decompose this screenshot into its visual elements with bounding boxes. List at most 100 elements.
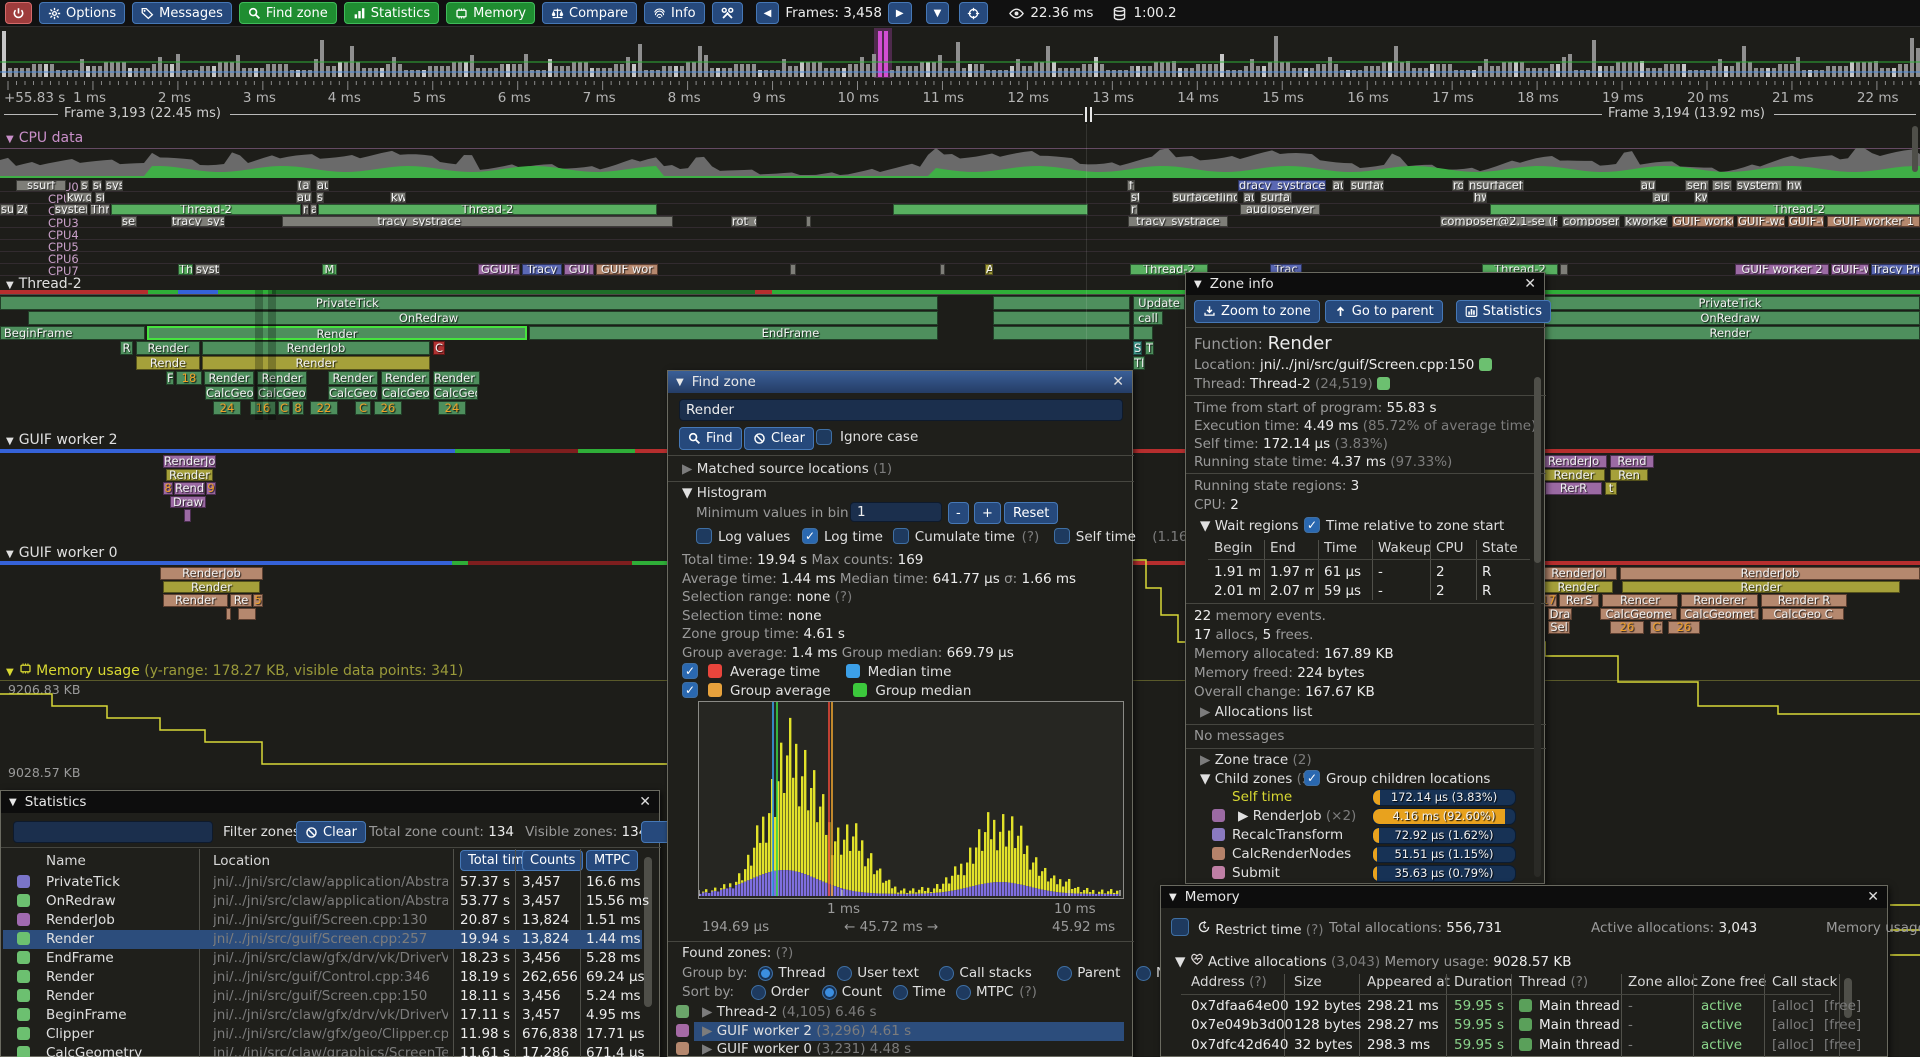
free-callstack-link[interactable]: [free] [1824, 998, 1862, 1014]
cpu-zone[interactable]: kw.gm [66, 192, 92, 203]
cpu-zone[interactable] [790, 264, 796, 275]
thread-zone[interactable]: 8 [292, 401, 304, 415]
thread-zone[interactable]: Render [257, 371, 307, 385]
mem-col-duration[interactable]: Duration [1454, 974, 1513, 990]
thread-zone[interactable]: Rend [1610, 455, 1654, 468]
cpu-zone[interactable]: syst [105, 180, 123, 191]
cpu-zone[interactable]: m [302, 204, 309, 215]
cpu-zone[interactable]: au [1652, 192, 1670, 203]
thread-zone[interactable]: 8 [163, 482, 173, 495]
cpu-zone[interactable]: au [1640, 180, 1656, 191]
cpu-zone[interactable] [940, 264, 945, 275]
mem-col-address[interactable]: Address (?) [1191, 974, 1267, 990]
cpu-zone[interactable]: A [985, 264, 993, 275]
cpu-zone[interactable]: GGUIF [478, 264, 520, 275]
thread-zone[interactable]: Rencer [1602, 594, 1678, 607]
col-total-time-sort-button[interactable]: Total tim [460, 850, 532, 871]
active-allocations-header[interactable]: ▼ Active allocations (3,043) Memory usag… [1175, 952, 1571, 970]
messages-button[interactable]: Messages [132, 2, 232, 24]
free-callstack-link[interactable]: [free] [1824, 1036, 1862, 1053]
cpu-zone[interactable]: au [316, 180, 329, 191]
stat-zone-name[interactable]: Render [46, 988, 95, 1004]
thread-zone[interactable]: CalcGeome [257, 386, 307, 400]
zone-info-scrollbar[interactable] [1534, 377, 1541, 563]
thread-zone[interactable]: TI [1133, 356, 1145, 370]
thread-zone[interactable] [226, 607, 231, 620]
cpu-zone[interactable]: ssurf [16, 180, 66, 191]
free-callstack-link[interactable]: [free] [1824, 1056, 1861, 1057]
stat-zone-name[interactable]: CalcGeometry [46, 1045, 143, 1057]
thread-zone[interactable]: RenderJob [202, 341, 430, 355]
thread-zone[interactable]: EndFrame [529, 326, 938, 340]
zone-trace[interactable]: ▶ Zone trace (2) [1200, 752, 1312, 768]
cpu-zone[interactable]: Thre [90, 204, 110, 215]
thread-zone[interactable]: 22 [310, 401, 338, 415]
cpu-zone[interactable]: Thread-2 [1130, 264, 1208, 275]
zone-info-titlebar[interactable]: ▼ Zone info ✕ [1186, 273, 1544, 295]
alloc-callstack-link[interactable]: [alloc] [1772, 1056, 1814, 1057]
timeline-scrollbar[interactable] [1912, 126, 1918, 172]
thread-zone[interactable]: Render [328, 371, 378, 385]
thread-zone[interactable]: CalcGeor [328, 386, 378, 400]
cpu-zone[interactable] [893, 204, 1088, 215]
thread-zone[interactable]: T [1145, 341, 1154, 355]
thread-zone[interactable]: Update [1133, 296, 1185, 310]
thread-zone[interactable]: C [278, 401, 290, 415]
cpu-zone[interactable] [1560, 264, 1568, 275]
stat-zone-name[interactable]: Render [46, 969, 95, 985]
thread-zone[interactable]: 26 [374, 401, 402, 415]
cpu-zone[interactable]: surfac [1260, 192, 1292, 203]
thread-zone[interactable]: 24 [438, 401, 466, 415]
histogram-section[interactable]: ▼ Histogram [682, 485, 767, 501]
cpu-zone[interactable]: aud [296, 192, 312, 203]
thread-zone[interactable]: 26 [1668, 621, 1700, 634]
cpu-zone[interactable]: surfaceflinger [1172, 192, 1238, 203]
goto-frame-button[interactable] [959, 2, 989, 24]
increase-bin-button[interactable]: + [974, 502, 1001, 524]
cpu-zone[interactable]: kw [390, 192, 406, 203]
log-time-checkbox[interactable]: ✓ [802, 528, 818, 544]
thread-zone[interactable]: PrivateTick [0, 296, 938, 310]
cpu-zone[interactable]: GUIF wor [596, 264, 658, 275]
frame-set-dropdown-button[interactable]: ▼ [925, 2, 950, 24]
mem-col-size[interactable]: Size [1294, 974, 1322, 990]
find-zone-histogram[interactable] [698, 701, 1124, 899]
compare-button[interactable]: Compare [542, 2, 638, 24]
thread-zone[interactable]: CalcGeomet [1680, 607, 1759, 620]
thread-zone[interactable]: Render [1543, 468, 1605, 481]
thread-zone[interactable] [238, 607, 256, 620]
thread-zone[interactable]: t [1605, 482, 1617, 495]
thread-zone[interactable]: C [355, 401, 371, 415]
restrict-time-checkbox[interactable] [1171, 918, 1189, 936]
thread-zone[interactable]: CalcGeome [1600, 607, 1677, 620]
cpu-zone[interactable]: f [1127, 180, 1135, 191]
cpu-zone[interactable]: GUIF worker 0 [1672, 216, 1734, 227]
thread-zone[interactable] [993, 311, 1130, 325]
cpu-zone[interactable]: sen [1685, 180, 1709, 191]
statistics-button[interactable]: Statistics [1455, 300, 1552, 323]
cpu-zone[interactable]: audioserver [1240, 204, 1320, 215]
cpu-zone[interactable]: syst [195, 264, 220, 275]
cpu-zone[interactable]: nsurfacefw [1468, 180, 1524, 191]
cpu-zone[interactable]: rot_d [731, 216, 757, 227]
find-button[interactable]: Find [679, 427, 742, 450]
cpu-zone[interactable]: GUIF-work [1737, 216, 1785, 227]
cpu-zone[interactable]: hw [1786, 180, 1802, 191]
mem-col-zone-free[interactable]: Zone free [1701, 974, 1766, 990]
find-zone-button[interactable]: Find zone [238, 2, 337, 24]
timeline-area[interactable]: ▼CPU dataCPU0ssurfssesyst(auaufdracy_sys… [0, 124, 1920, 1057]
statistics-button[interactable]: Statistics [343, 2, 440, 24]
mem-col-zone-alloc[interactable]: Zone alloc [1628, 974, 1698, 990]
thread-zone[interactable] [993, 326, 1130, 340]
cpu-zone[interactable]: sei [121, 216, 137, 227]
reset-button[interactable]: Reset [1004, 502, 1059, 524]
found-zone-group[interactable]: ▶ GUIF worker 2 (3,296) 4.61 s [702, 1023, 911, 1039]
cumulate-time-checkbox[interactable] [892, 528, 909, 544]
mem-col-call-stack[interactable]: Call stack [1772, 974, 1837, 990]
thread-zone[interactable]: Renderer [1681, 594, 1758, 607]
stat-zone-name[interactable]: PrivateTick [46, 874, 120, 890]
cpu-zone[interactable]: tracy_systrace [282, 216, 673, 227]
cpu-zone[interactable]: dracy_systrace [1238, 180, 1326, 191]
col-counts-sort-button[interactable]: Counts [522, 850, 584, 871]
thread-zone[interactable] [993, 296, 1130, 310]
